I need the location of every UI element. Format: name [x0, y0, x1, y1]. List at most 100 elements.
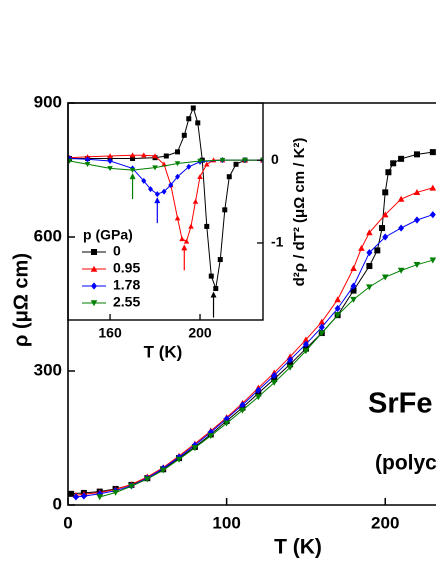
inset-y-tick-label: -1 — [271, 234, 284, 250]
marker — [154, 191, 160, 198]
y-axis-label: ρ (μΩ cm) — [10, 253, 32, 347]
marker — [413, 189, 421, 196]
marker — [242, 157, 248, 163]
marker — [112, 489, 119, 496]
marker — [350, 296, 357, 303]
main-curves — [68, 149, 436, 501]
overlay: 0 100 200 0 300 600 900 T (K) ρ (μΩ cm) SrFe (poly… — [10, 92, 436, 559]
marker — [128, 483, 135, 490]
marker — [255, 394, 262, 401]
annotation: (polyc — [375, 452, 436, 475]
arrow — [129, 173, 136, 200]
marker — [90, 300, 98, 307]
marker — [129, 167, 136, 173]
marker — [270, 379, 278, 386]
marker — [390, 160, 397, 167]
marker — [161, 188, 167, 195]
marker — [80, 492, 87, 500]
marker — [318, 323, 325, 331]
marker — [91, 249, 97, 255]
marker — [334, 296, 341, 303]
marker — [85, 156, 91, 163]
marker — [382, 233, 389, 241]
marker — [152, 153, 158, 159]
marker — [96, 494, 104, 501]
legend-label: 1.78 — [113, 277, 140, 293]
marker — [207, 433, 215, 440]
inset-curves — [68, 105, 263, 292]
marker — [397, 195, 405, 202]
marker — [175, 456, 183, 463]
legend-label: 0 — [113, 243, 121, 259]
legend-label: 2.55 — [113, 294, 140, 310]
marker — [222, 207, 228, 213]
inset-y-axis-label: d²ρ / dT² (μΩ cm / K²) — [291, 138, 308, 287]
marker — [334, 304, 341, 313]
series-line — [75, 214, 433, 498]
marker — [186, 116, 192, 122]
marker — [175, 149, 181, 155]
marker — [195, 120, 201, 126]
marker — [197, 158, 203, 164]
marker — [213, 286, 219, 292]
inset-background — [67, 102, 264, 321]
arrow-head — [129, 173, 136, 180]
marker — [287, 361, 294, 368]
arrow — [210, 291, 217, 318]
marker — [107, 157, 113, 164]
marker — [72, 493, 79, 501]
marker — [174, 215, 181, 221]
inset-x-tick-label: 200 — [188, 325, 212, 341]
marker — [84, 162, 91, 168]
marker — [168, 181, 174, 188]
x-tick-label: 200 — [371, 513, 399, 532]
marker — [318, 318, 326, 325]
marker — [302, 336, 310, 343]
marker — [366, 284, 373, 291]
marker — [429, 211, 436, 219]
marker — [302, 340, 309, 348]
marker — [90, 265, 98, 272]
marker — [239, 407, 246, 414]
marker — [366, 229, 373, 236]
marker — [174, 161, 181, 167]
marker — [141, 152, 147, 158]
x-tick-label: 0 — [63, 513, 72, 532]
marker — [413, 151, 420, 158]
marker — [197, 173, 203, 179]
marker — [207, 428, 214, 436]
marker — [429, 149, 436, 156]
annotation: SrFe — [368, 388, 432, 420]
series-line — [69, 159, 263, 171]
marker — [429, 184, 436, 191]
arrow-head — [154, 197, 161, 204]
marker — [350, 282, 357, 290]
x-axis-label: T (K) — [274, 536, 322, 559]
legend-label: 0.95 — [113, 260, 140, 276]
marker — [381, 274, 389, 281]
legend-title: p (GPa) — [83, 227, 133, 243]
marker — [219, 157, 226, 163]
marker — [181, 132, 187, 138]
arrow-head — [210, 291, 217, 298]
marker — [302, 348, 310, 355]
marker — [191, 445, 199, 452]
marker — [148, 186, 154, 193]
marker — [366, 249, 373, 257]
marker — [107, 153, 113, 159]
inset-x-axis-label: T (K) — [144, 342, 183, 361]
marker — [199, 157, 205, 163]
marker — [91, 282, 97, 290]
marker — [239, 401, 246, 409]
x-tick-label: 100 — [212, 513, 240, 532]
inset-y-tick-label: 0 — [271, 151, 279, 167]
marker — [287, 356, 294, 364]
marker — [366, 263, 373, 270]
marker — [186, 163, 192, 170]
marker — [381, 211, 389, 218]
marker — [208, 273, 214, 279]
marker — [413, 216, 420, 224]
arrow — [154, 197, 161, 224]
marker — [350, 264, 357, 271]
marker — [398, 224, 405, 232]
